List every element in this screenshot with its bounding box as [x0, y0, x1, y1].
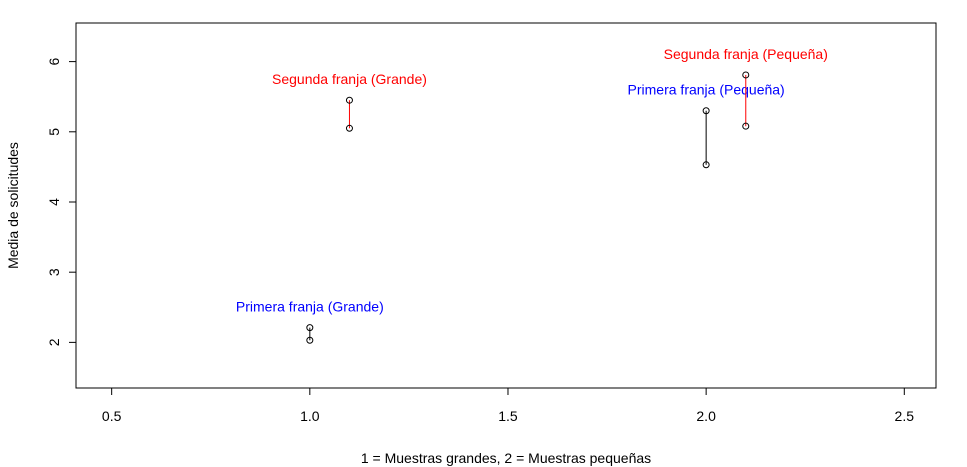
- x-tick-label: 0.5: [102, 408, 122, 424]
- y-tick-label: 2: [46, 338, 62, 346]
- x-tick-label: 1.5: [498, 408, 518, 424]
- series-group: Primera franja (Grande): [236, 299, 384, 344]
- x-tick-label: 2.0: [696, 408, 716, 424]
- x-tick-label: 2.5: [895, 408, 915, 424]
- data-point: [742, 71, 750, 79]
- series-group: Primera franja (Pequeña): [628, 82, 785, 169]
- y-axis-label: Media de solicitudes: [5, 142, 21, 269]
- data-point: [742, 122, 750, 130]
- series-annotation-label: Segunda franja (Pequeña): [664, 46, 828, 62]
- data-point: [345, 124, 353, 132]
- y-tick-label: 5: [46, 128, 62, 136]
- plot-area-border: [75, 22, 937, 389]
- x-axis-label: 1 = Muestras grandes, 2 = Muestras peque…: [361, 450, 651, 466]
- y-tick-label: 3: [46, 268, 62, 276]
- series-layer: Primera franja (Grande) Segunda franja (G…: [236, 46, 828, 344]
- y-axis: 2 3 4 5 6: [46, 58, 77, 346]
- y-tick-label: 6: [46, 58, 62, 66]
- data-point: [306, 324, 314, 332]
- data-point: [702, 161, 710, 169]
- series-group: Segunda franja (Grande): [272, 71, 427, 132]
- data-point: [306, 336, 314, 344]
- series-annotation-label: Primera franja (Pequeña): [628, 82, 785, 98]
- y-tick-label: 4: [46, 198, 62, 206]
- data-point: [702, 107, 710, 115]
- x-axis: 0.5 1.0 1.5 2.0 2.5: [102, 387, 915, 424]
- x-tick-label: 1.0: [300, 408, 320, 424]
- series-annotation-label: Segunda franja (Grande): [272, 71, 427, 87]
- series-group: Segunda franja (Pequeña): [664, 46, 828, 130]
- data-point: [345, 96, 353, 104]
- series-annotation-label: Primera franja (Grande): [236, 299, 384, 315]
